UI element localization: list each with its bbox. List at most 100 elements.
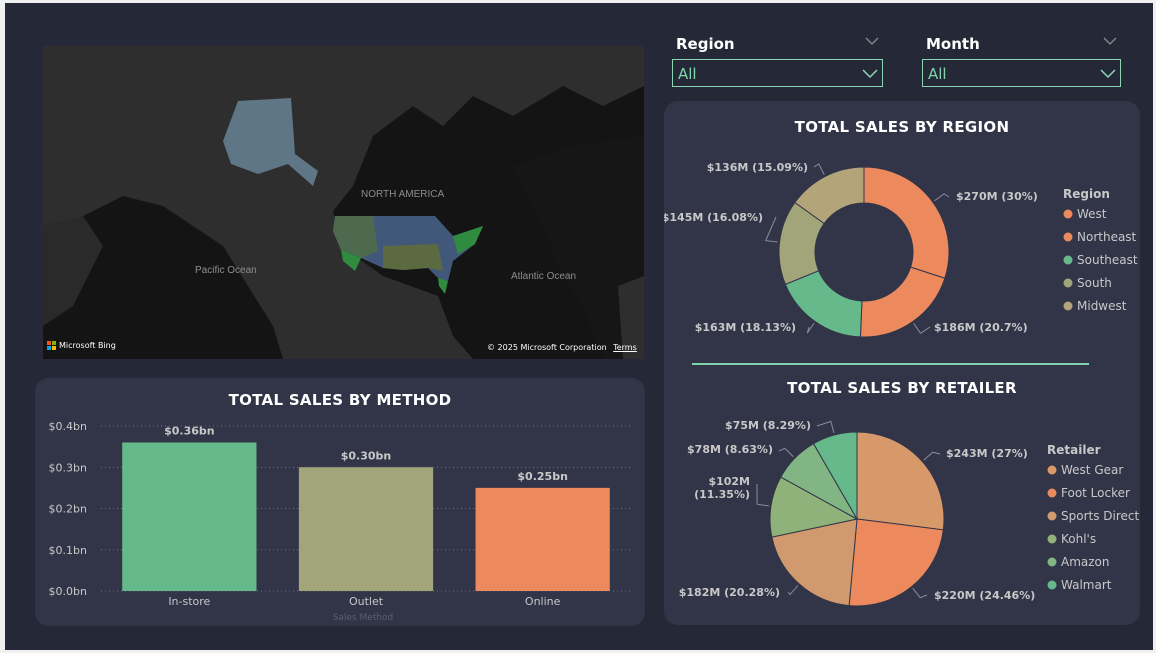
pacific-ocean-label: Pacific Ocean [195, 265, 257, 276]
leader-line [756, 483, 770, 507]
leader-line [912, 588, 928, 599]
slice-foot-locker [848, 518, 944, 607]
atlantic-ocean-label: Atlantic Ocean [511, 271, 576, 282]
y-tick-label: $0.4bn [49, 420, 87, 433]
leader-line [934, 193, 950, 202]
legend-marker [1047, 580, 1057, 590]
dashboard-canvas: NORTH AMERICA Pacific Ocean Atlantic Oce… [5, 3, 1153, 650]
region-donut-chart: $270M (30%) $186M (20.7%) $163M (18.13%) $1… [664, 161, 1138, 338]
legend-marker [1047, 488, 1057, 498]
x-tick-label: Outlet [349, 595, 384, 608]
slice-data-label: $78M (8.63%) [687, 443, 773, 456]
legend-marker [1047, 465, 1057, 475]
legend-marker [1047, 557, 1057, 567]
slice-data-label: $182M (20.28%) [679, 586, 780, 599]
slice-northeast [859, 266, 946, 338]
legend-item: West [1077, 207, 1107, 221]
legend-item: Northeast [1077, 230, 1137, 244]
legend-title: Retailer [1047, 443, 1101, 457]
region-header-chevron-icon[interactable] [865, 37, 879, 46]
legend-item: Midwest [1077, 299, 1127, 313]
bar-data-label: $0.30bn [341, 449, 392, 462]
map-visual[interactable]: NORTH AMERICA Pacific Ocean Atlantic Oce… [43, 46, 644, 359]
section-divider [692, 363, 1089, 365]
slice-data-label: $136M (15.09%) [707, 161, 808, 174]
legend-marker [1063, 232, 1073, 242]
slice-sports-direct [771, 518, 858, 607]
legend-marker [1047, 511, 1057, 521]
sales-by-method-card: TOTAL SALES BY METHOD $0.0bn $0.1bn $0.2bn… [35, 378, 645, 626]
legend-item: Sports Direct [1061, 509, 1140, 523]
legend-marker [1063, 255, 1073, 265]
slice-walmart [812, 431, 858, 521]
month-header-chevron-icon[interactable] [1103, 37, 1117, 46]
chevron-down-icon [1100, 69, 1116, 79]
slice-data-label: $102M [708, 475, 750, 488]
chevron-down-icon [862, 69, 878, 79]
y-tick-label: $0.3bn [49, 461, 87, 474]
legend-marker [1063, 278, 1073, 288]
legend-item: Foot Locker [1061, 486, 1130, 500]
bar-chart: $0.0bn $0.1bn $0.2bn $0.3bn $0.4bn $0.36bn In-… [49, 420, 631, 623]
leader-line [787, 585, 799, 596]
map-attribution: © 2025 Microsoft Corporation Terms [487, 343, 637, 352]
region-slicer-label: Region [676, 35, 735, 53]
region-chart-title: TOTAL SALES BY REGION [794, 118, 1010, 136]
slice-data-label: $270M (30%) [956, 190, 1038, 203]
continent-label: NORTH AMERICA [361, 189, 444, 200]
bar-in-store [122, 442, 257, 591]
slice-data-label: $75M (8.29%) [725, 419, 811, 432]
month-dropdown[interactable]: All [922, 59, 1121, 87]
y-tick-label: $0.2bn [49, 503, 87, 516]
leader-line [923, 451, 941, 461]
retailer-chart-title: TOTAL SALES BY RETAILER [787, 379, 1017, 397]
right-panel-card: TOTAL SALES BY REGION $270M (30%) $186M (… [664, 101, 1140, 625]
map-terms-link[interactable]: Terms [613, 343, 637, 352]
legend-item: South [1077, 276, 1112, 290]
legend-item: West Gear [1061, 463, 1123, 477]
bar-online [475, 487, 610, 591]
slice-data-label: $163M (18.13%) [695, 321, 796, 334]
x-axis-title: Sales Method [333, 613, 394, 623]
leader-line [806, 322, 815, 334]
leader-line [778, 447, 794, 458]
legend-marker [1063, 209, 1073, 219]
region-dropdown-value: All [678, 65, 697, 83]
legend-item: Southeast [1077, 253, 1138, 267]
bar-outlet [298, 467, 434, 591]
slice-amazon [780, 442, 859, 521]
bar-data-label: $0.36bn [164, 425, 215, 438]
legend-title: Region [1063, 187, 1110, 201]
map-canvas: NORTH AMERICA Pacific Ocean Atlantic Oce… [43, 46, 644, 359]
microsoft-logo-icon [47, 341, 56, 350]
y-tick-label: $0.1bn [49, 544, 87, 557]
legend-marker [1047, 534, 1057, 544]
month-dropdown-value: All [928, 65, 947, 83]
bar-chart-title: TOTAL SALES BY METHOD [228, 391, 452, 409]
slice-data-label: $186M (20.7%) [934, 321, 1028, 334]
bing-logo: Microsoft Bing [47, 341, 116, 350]
y-tick-label: $0.0bn [49, 585, 87, 598]
slice-west-gear [856, 431, 945, 531]
region-dropdown[interactable]: All [672, 59, 883, 87]
map-copyright: © 2025 Microsoft Corporation [487, 343, 607, 352]
legend-marker [1063, 301, 1073, 311]
slice-data-label: $243M (27%) [946, 447, 1028, 460]
legend-item: Kohl's [1061, 532, 1096, 546]
slice-west [863, 166, 950, 279]
legend-item: Walmart [1061, 578, 1112, 592]
slice-data-label: (11.35%) [694, 488, 750, 501]
x-tick-label: Online [525, 595, 561, 608]
leader-line [816, 420, 835, 434]
legend-item: Amazon [1061, 555, 1110, 569]
slice-data-label: $145M (16.08%) [664, 211, 763, 224]
slice-southeast [784, 270, 863, 338]
month-slicer-label: Month [926, 35, 980, 53]
leader-line [813, 163, 825, 175]
x-tick-label: In-store [168, 595, 210, 608]
slice-data-label: $220M (24.46%) [934, 589, 1035, 602]
slice-kohl-s [769, 476, 859, 538]
slice-midwest [794, 166, 865, 225]
bar-data-label: $0.25bn [517, 470, 568, 483]
leader-line [764, 216, 778, 243]
